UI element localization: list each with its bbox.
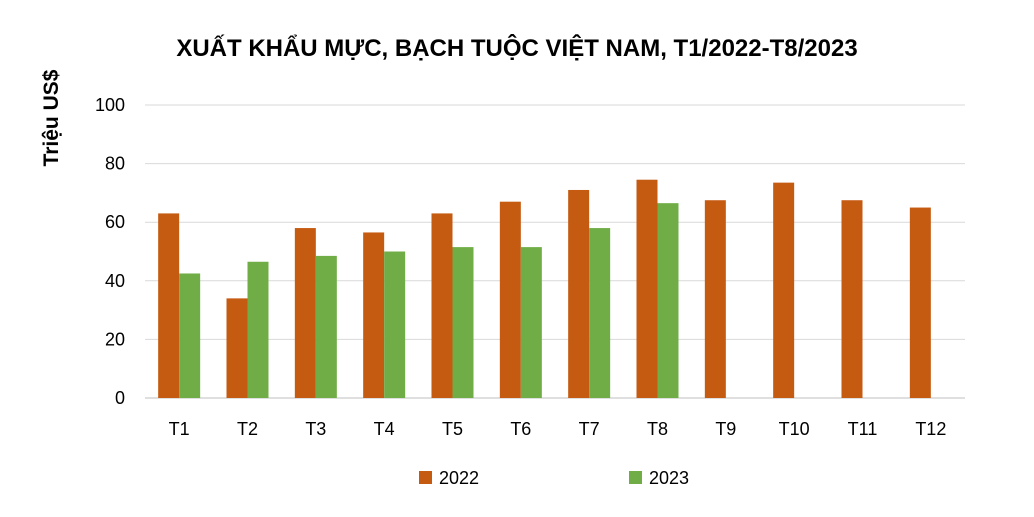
bar-2023-T2 [247, 261, 269, 398]
x-tick-label: T3 [305, 419, 326, 439]
legend: 2022 2023 [419, 468, 689, 488]
y-tick-label: 80 [105, 154, 125, 174]
x-tick-label: T2 [237, 419, 258, 439]
gridlines [145, 104, 965, 399]
bar-2023-T3 [315, 255, 337, 398]
bar-2022-T9 [704, 200, 726, 398]
x-axis-ticks: T1 T2 T3 T4 T5 T6 T7 T8 T9 T10 T11 T12 [169, 419, 947, 439]
legend-label-2022: 2022 [439, 468, 479, 488]
bar-2022-T11 [841, 200, 863, 398]
y-tick-label: 0 [115, 388, 125, 408]
bar-2022-T5 [431, 213, 453, 398]
x-tick-label: T7 [579, 419, 600, 439]
y-axis-label: Triệu US$ [40, 69, 63, 166]
legend-swatch-2023 [629, 471, 642, 484]
x-tick-label: T10 [779, 419, 810, 439]
bar-2023-T5 [452, 247, 474, 398]
x-tick-label: T6 [510, 419, 531, 439]
x-tick-label: T1 [169, 419, 190, 439]
y-tick-label: 60 [105, 212, 125, 232]
bar-2022-T1 [158, 213, 180, 398]
bar-2022-T6 [499, 201, 521, 398]
bar-2022-T2 [226, 298, 248, 398]
legend-label-2023: 2023 [649, 468, 689, 488]
x-tick-label: T5 [442, 419, 463, 439]
y-axis-ticks: 0 20 40 60 80 100 [95, 95, 125, 408]
bars [158, 179, 931, 398]
x-tick-label: T12 [915, 419, 946, 439]
bar-2022-T10 [773, 182, 795, 398]
x-tick-label: T9 [715, 419, 736, 439]
bar-2022-T8 [636, 179, 658, 398]
bar-2022-T12 [909, 207, 931, 398]
legend-swatch-2022 [419, 471, 432, 484]
x-tick-label: T4 [374, 419, 395, 439]
bar-2023-T1 [179, 273, 201, 398]
x-tick-label: T11 [848, 419, 878, 439]
bar-2022-T7 [568, 189, 590, 398]
chart-title: XUẤT KHẨU MỰC, BẠCH TUỘC VIỆT NAM, T1/20… [176, 34, 857, 62]
bar-2023-T6 [520, 247, 542, 398]
y-tick-label: 40 [105, 271, 125, 291]
bar-2023-T8 [657, 203, 679, 398]
y-tick-label: 100 [95, 95, 125, 115]
x-tick-label: T8 [647, 419, 668, 439]
bar-2023-T7 [589, 228, 611, 398]
bar-2023-T4 [384, 251, 406, 398]
bar-2022-T3 [294, 228, 316, 398]
bar-2022-T4 [363, 232, 385, 398]
y-tick-label: 20 [105, 329, 125, 349]
